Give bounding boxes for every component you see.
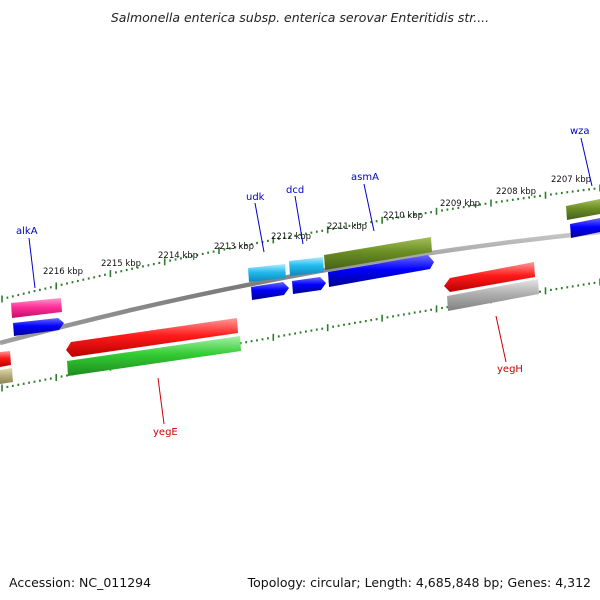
gene-yegH-feature[interactable] — [444, 262, 535, 292]
ruler-label: 2216 kbp — [43, 267, 83, 277]
forward-features — [11, 199, 600, 336]
gene-blue-feature[interactable] — [570, 218, 600, 238]
gene-asmA-feature[interactable] — [324, 237, 432, 270]
genome-stats-text: Topology: circular; Length: 4,685,848 bp… — [247, 575, 591, 590]
gene-label-asmA[interactable]: asmA — [351, 172, 379, 183]
gene-blue-feature[interactable] — [292, 277, 326, 294]
leader-line-yegH — [495, 315, 507, 363]
gene-blue-feature[interactable] — [251, 282, 289, 300]
ruler-label: 2215 kbp — [101, 259, 141, 269]
leader-line-dcd — [294, 195, 304, 245]
gene-label-yegH[interactable]: yegH — [497, 364, 523, 375]
gene-label-alkA[interactable]: alkA — [16, 226, 38, 237]
ruler-label: 2211 kbp — [327, 222, 367, 232]
ruler-label: 2212 kbp — [271, 232, 311, 242]
gene-gray-feature[interactable] — [447, 279, 539, 311]
ruler-label: 2213 kbp — [214, 242, 254, 252]
gene-yegE-feature[interactable] — [66, 318, 238, 357]
gene-label-yegE[interactable]: yegE — [153, 427, 178, 438]
ruler-labels: 2216 kbp 2215 kbp 2214 kbp 2213 kbp 2212… — [43, 175, 591, 277]
gene-udk-feature[interactable] — [248, 264, 286, 282]
gene-label-wza[interactable]: wza — [570, 126, 590, 137]
gene-khaki-feature[interactable] — [0, 368, 13, 384]
gene-red-feature[interactable] — [0, 351, 11, 367]
label-leaders — [28, 137, 593, 425]
leader-line-wza — [580, 137, 593, 187]
gene-labels: alkA udk dcd asmA wza yegE yegH — [16, 126, 590, 438]
leader-line-alkA — [28, 237, 36, 289]
gene-label-udk[interactable]: udk — [246, 192, 265, 203]
gene-blue-feature[interactable] — [328, 255, 434, 287]
ruler-label: 2210 kbp — [383, 211, 423, 221]
gene-wza-feature[interactable] — [566, 199, 600, 220]
leader-line-udk — [254, 202, 265, 253]
ruler-label: 2214 kbp — [158, 251, 198, 261]
gene-label-dcd[interactable]: dcd — [286, 185, 304, 196]
map-title: Salmonella enterica subsp. enterica sero… — [110, 10, 490, 25]
leader-line-asmA — [363, 183, 375, 232]
gene-blue-feature[interactable] — [13, 318, 64, 336]
reverse-features — [0, 262, 539, 384]
ruler-label: 2209 kbp — [440, 199, 480, 209]
ruler-label: 2207 kbp — [551, 175, 591, 185]
outer-tick-ring — [1, 184, 600, 303]
accession-text: Accession: NC_011294 — [9, 575, 152, 590]
gene-alkA-feature[interactable] — [11, 298, 62, 318]
gene-dcd-feature[interactable] — [289, 257, 324, 276]
leader-line-yegE — [157, 377, 165, 425]
gene-green-feature[interactable] — [67, 336, 241, 376]
ruler-label: 2208 kbp — [496, 187, 536, 197]
